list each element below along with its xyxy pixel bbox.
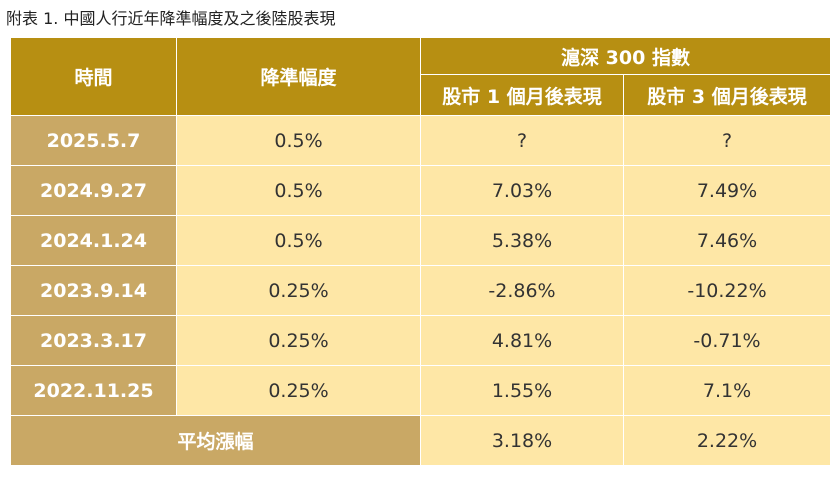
row-perf-3m: 7.1% bbox=[622, 365, 832, 416]
row-cut: 0.25% bbox=[176, 315, 421, 366]
average-perf-3m: 2.22% bbox=[622, 415, 832, 466]
row-perf-3m: 7.49% bbox=[622, 165, 832, 216]
average-perf-1m: 3.18% bbox=[420, 415, 624, 466]
header-perf-3m: 股市 3 個月後表現 bbox=[622, 74, 832, 116]
table-row: 2025.5.7 0.5% ? ? bbox=[10, 115, 832, 166]
row-date: 2025.5.7 bbox=[10, 115, 177, 166]
row-perf-3m: -0.71% bbox=[622, 315, 832, 366]
row-cut: 0.25% bbox=[176, 365, 421, 416]
table-body: 2025.5.7 0.5% ? ? 2024.9.27 0.5% 7.03% 7… bbox=[10, 115, 832, 466]
row-date: 2022.11.25 bbox=[10, 365, 177, 416]
row-perf-1m: 4.81% bbox=[420, 315, 624, 366]
average-row: 平均漲幅 3.18% 2.22% bbox=[10, 415, 832, 466]
row-perf-1m: 5.38% bbox=[420, 215, 624, 266]
table-row: 2022.11.25 0.25% 1.55% 7.1% bbox=[10, 365, 832, 416]
row-perf-3m: 7.46% bbox=[622, 215, 832, 266]
row-cut: 0.5% bbox=[176, 165, 421, 216]
row-perf-3m: ? bbox=[622, 115, 832, 166]
header-cut: 降準幅度 bbox=[176, 37, 421, 116]
table-header: 時間 降準幅度 滬深 300 指數 股市 1 個月後表現 股市 3 個月後表現 bbox=[10, 37, 832, 116]
average-label: 平均漲幅 bbox=[10, 415, 421, 466]
row-perf-1m: ? bbox=[420, 115, 624, 166]
table-row: 2023.9.14 0.25% -2.86% -10.22% bbox=[10, 265, 832, 316]
header-perf-1m: 股市 1 個月後表現 bbox=[420, 74, 624, 116]
row-date: 2023.9.14 bbox=[10, 265, 177, 316]
row-perf-3m: -10.22% bbox=[622, 265, 832, 316]
row-cut: 0.25% bbox=[176, 265, 421, 316]
header-date: 時間 bbox=[10, 37, 177, 116]
row-cut: 0.5% bbox=[176, 215, 421, 266]
header-index: 滬深 300 指數 bbox=[419, 37, 832, 75]
table-row: 2023.3.17 0.25% 4.81% -0.71% bbox=[10, 315, 832, 366]
rrr-cut-table: 時間 降準幅度 滬深 300 指數 股市 1 個月後表現 股市 3 個月後表現 … bbox=[10, 37, 832, 466]
table-row: 2024.9.27 0.5% 7.03% 7.49% bbox=[10, 165, 832, 216]
row-cut: 0.5% bbox=[176, 115, 421, 166]
row-perf-1m: 7.03% bbox=[420, 165, 624, 216]
row-date: 2024.9.27 bbox=[10, 165, 177, 216]
row-date: 2023.3.17 bbox=[10, 315, 177, 366]
row-date: 2024.1.24 bbox=[10, 215, 177, 266]
table-row: 2024.1.24 0.5% 5.38% 7.46% bbox=[10, 215, 832, 266]
table-caption: 附表 1. 中國人行近年降準幅度及之後陸股表現 bbox=[6, 9, 336, 28]
row-perf-1m: -2.86% bbox=[420, 265, 624, 316]
row-perf-1m: 1.55% bbox=[420, 365, 624, 416]
